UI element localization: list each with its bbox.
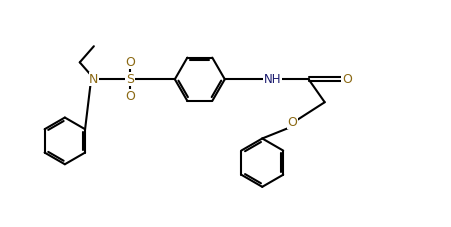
Text: O: O: [125, 90, 135, 103]
Text: O: O: [341, 73, 351, 86]
Text: N: N: [89, 73, 98, 86]
Text: O: O: [125, 56, 135, 69]
Text: NH: NH: [263, 73, 281, 86]
Text: S: S: [126, 73, 134, 86]
Text: O: O: [287, 116, 297, 129]
